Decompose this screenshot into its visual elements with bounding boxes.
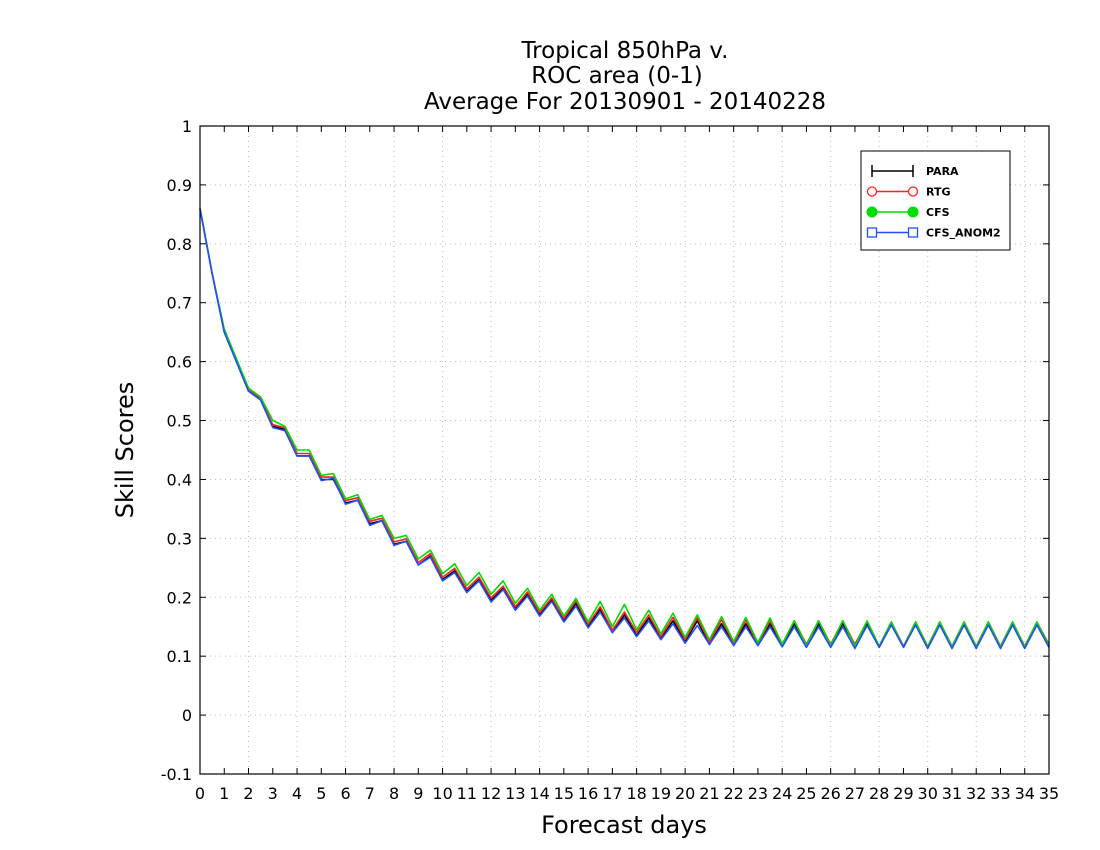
y-tick-label: 0.2 bbox=[167, 588, 192, 607]
legend-marker-square bbox=[907, 227, 919, 238]
x-tick-label: 19 bbox=[651, 784, 671, 803]
x-tick-label: 32 bbox=[966, 784, 986, 803]
legend-marker-circle bbox=[907, 186, 919, 197]
y-axis-ticks: -0.1 0 0.1 0.2 0.3 0.4 0.5 0.6 0.7 0.8 0.9 1 bbox=[161, 117, 1049, 784]
x-tick-label: 29 bbox=[893, 784, 913, 803]
x-tick-label: 5 bbox=[316, 784, 326, 803]
x-tick-label: 1 bbox=[219, 784, 229, 803]
y-axis-title: Skill Scores bbox=[111, 382, 139, 519]
x-tick-label: 24 bbox=[772, 784, 792, 803]
x-tick-label: 17 bbox=[602, 784, 622, 803]
x-tick-label: 16 bbox=[578, 784, 598, 803]
chart-title-line-1: Tropical 850hPa v. bbox=[521, 38, 729, 64]
x-tick-label: 14 bbox=[529, 784, 549, 803]
y-tick-label: 0.6 bbox=[167, 353, 192, 372]
x-tick-label: 3 bbox=[268, 784, 278, 803]
x-tick-label: 0 bbox=[195, 784, 205, 803]
series-line-rtg bbox=[199, 208, 1050, 648]
legend-label: CFS_ANOM2 bbox=[926, 227, 1001, 240]
y-tick-label: 0.5 bbox=[167, 412, 192, 431]
y-tick-label: 1 bbox=[182, 117, 192, 136]
legend-label: CFS bbox=[926, 206, 950, 219]
x-tick-label: 12 bbox=[481, 784, 501, 803]
x-tick-label: 33 bbox=[990, 784, 1010, 803]
x-tick-label: 8 bbox=[389, 784, 399, 803]
legend-box bbox=[860, 150, 1011, 251]
x-tick-label: 31 bbox=[942, 784, 962, 803]
x-tick-label: 2 bbox=[243, 784, 253, 803]
x-tick-label: 28 bbox=[869, 784, 889, 803]
legend: PARA RTG CFS CFS_ANOM2 bbox=[860, 150, 1011, 251]
x-tick-label: 21 bbox=[699, 784, 719, 803]
series-line-cfs bbox=[199, 208, 1050, 648]
y-tick-label: 0.9 bbox=[167, 176, 192, 195]
x-tick-label: 20 bbox=[675, 784, 695, 803]
series-line-cfs-anom2 bbox=[199, 208, 1050, 650]
y-tick-label: 0.8 bbox=[167, 235, 192, 254]
legend-item-para: PARA bbox=[871, 165, 959, 178]
y-tick-label: 0.4 bbox=[167, 470, 192, 489]
x-axis-title: Forecast days bbox=[541, 811, 707, 839]
y-tick-label: -0.1 bbox=[161, 765, 192, 784]
x-tick-label: 26 bbox=[821, 784, 841, 803]
y-tick-label: 0.7 bbox=[167, 294, 192, 313]
legend-marker-square bbox=[866, 227, 878, 238]
legend-marker-dot bbox=[866, 206, 878, 218]
x-tick-label: 11 bbox=[457, 784, 477, 803]
legend-marker-circle bbox=[866, 186, 878, 197]
chart-title-line-3: Average For 20130901 - 20140228 bbox=[424, 89, 826, 115]
x-tick-label: 25 bbox=[796, 784, 816, 803]
x-tick-label: 9 bbox=[413, 784, 423, 803]
legend-item-cfs-anom2: CFS_ANOM2 bbox=[866, 227, 1001, 240]
x-tick-label: 10 bbox=[432, 784, 452, 803]
x-tick-label: 18 bbox=[626, 784, 646, 803]
y-tick-label: 0.3 bbox=[167, 529, 192, 548]
legend-label: RTG bbox=[926, 186, 951, 199]
y-tick-label: 0 bbox=[182, 706, 192, 725]
x-tick-label: 35 bbox=[1039, 784, 1059, 803]
x-tick-label: 13 bbox=[505, 784, 525, 803]
x-tick-label: 30 bbox=[918, 784, 938, 803]
series-line-para bbox=[199, 208, 1050, 649]
x-axis-ticks: 0 1 2 3 4 5 6 7 8 9 10 11 12 13 14 15 16 17 18 19 20 21 22 23 24… bbox=[195, 126, 1059, 803]
series-lines bbox=[199, 208, 1050, 650]
x-tick-label: 23 bbox=[748, 784, 768, 803]
x-tick-label: 27 bbox=[845, 784, 865, 803]
legend-item-rtg: RTG bbox=[866, 186, 951, 199]
legend-item-cfs: CFS bbox=[866, 206, 950, 219]
x-tick-label: 22 bbox=[723, 784, 743, 803]
legend-marker-dot bbox=[907, 206, 919, 218]
x-tick-label: 7 bbox=[365, 784, 375, 803]
chart-title-line-2: ROC area (0-1) bbox=[531, 63, 703, 89]
plot-frame bbox=[199, 125, 1050, 775]
legend-label: PARA bbox=[926, 165, 959, 178]
x-tick-label: 34 bbox=[1015, 784, 1035, 803]
x-tick-label: 15 bbox=[554, 784, 574, 803]
grid bbox=[200, 126, 1049, 774]
y-tick-label: 0.1 bbox=[167, 647, 192, 666]
x-tick-label: 4 bbox=[292, 784, 302, 803]
chart-title: Tropical 850hPa v. ROC area (0-1) Averag… bbox=[424, 38, 826, 115]
x-tick-label: 6 bbox=[340, 784, 350, 803]
